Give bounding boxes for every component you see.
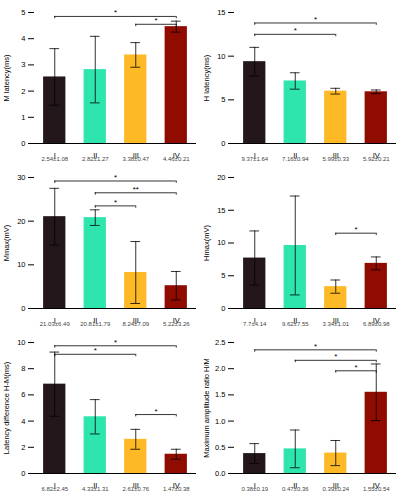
svg-text:Mmax(mV): Mmax(mV)	[2, 224, 11, 261]
svg-text:3.38±0.47: 3.38±0.47	[122, 156, 149, 162]
svg-text:10: 10	[17, 260, 25, 269]
svg-text:5.92±0.21: 5.92±0.21	[363, 156, 390, 162]
svg-text:5: 5	[221, 95, 225, 104]
svg-text:6.82±2.45: 6.82±2.45	[41, 486, 68, 492]
svg-text:5.22±3.26: 5.22±3.26	[163, 321, 190, 327]
svg-text:1: 1	[21, 113, 25, 122]
svg-text:21.03±6.49: 21.03±6.49	[40, 321, 71, 327]
svg-text:*: *	[354, 225, 357, 234]
svg-text:0.5: 0.5	[215, 443, 225, 452]
svg-text:1.55±0.54: 1.55±0.54	[363, 486, 390, 492]
svg-text:*: *	[294, 26, 297, 35]
svg-text:*: *	[94, 346, 97, 355]
svg-text:*: *	[154, 16, 157, 25]
svg-text:*: *	[354, 363, 357, 372]
svg-text:20: 20	[217, 173, 225, 182]
svg-text:10: 10	[17, 338, 25, 347]
svg-text:15: 15	[217, 8, 225, 17]
svg-text:10: 10	[217, 238, 225, 247]
svg-text:5.99±0.33: 5.99±0.33	[322, 156, 349, 162]
svg-text:0: 0	[21, 469, 25, 478]
svg-text:2: 2	[21, 443, 25, 452]
svg-text:7.16±0.94: 7.16±0.94	[282, 156, 309, 162]
svg-text:1.47±0.38: 1.47±0.38	[163, 486, 190, 492]
svg-text:9.37±1.64: 9.37±1.64	[241, 156, 268, 162]
svg-text:5: 5	[21, 8, 25, 17]
svg-text:6: 6	[21, 390, 25, 399]
svg-text:*: *	[114, 198, 117, 207]
svg-text:*: *	[314, 15, 317, 24]
svg-text:0: 0	[21, 304, 25, 313]
svg-text:2.82±1.27: 2.82±1.27	[82, 156, 109, 162]
svg-text:0.0: 0.0	[215, 469, 225, 478]
svg-text:20: 20	[17, 217, 25, 226]
svg-text:0.38±0.19: 0.38±0.19	[241, 486, 268, 492]
svg-text:0: 0	[221, 304, 225, 313]
svg-text:9.62±7.55: 9.62±7.55	[282, 321, 309, 327]
svg-text:*: *	[334, 352, 337, 361]
svg-text:4: 4	[21, 417, 25, 426]
svg-text:3: 3	[21, 60, 25, 69]
svg-text:*: *	[114, 8, 117, 17]
svg-text:4.33±1.31: 4.33±1.31	[82, 486, 109, 492]
svg-text:4: 4	[21, 34, 25, 43]
svg-text:3.34±1.01: 3.34±1.01	[322, 321, 349, 327]
svg-text:Latency difference H-M(ms): Latency difference H-M(ms)	[2, 361, 11, 454]
svg-text:**: **	[133, 185, 139, 194]
svg-text:4.46±0.21: 4.46±0.21	[163, 156, 190, 162]
svg-text:6.89±0.98: 6.89±0.98	[363, 321, 390, 327]
svg-text:H latency(ms): H latency(ms)	[202, 54, 211, 101]
svg-text:2.54±1.08: 2.54±1.08	[41, 156, 68, 162]
svg-text:*: *	[314, 342, 317, 351]
svg-text:0.47±0.36: 0.47±0.36	[282, 486, 309, 492]
svg-text:*: *	[114, 338, 117, 347]
svg-text:1.5: 1.5	[215, 390, 225, 399]
svg-text:5: 5	[221, 271, 225, 280]
svg-text:0: 0	[21, 139, 25, 148]
svg-text:10: 10	[217, 52, 225, 61]
svg-text:2.61±0.76: 2.61±0.76	[122, 486, 149, 492]
svg-text:*: *	[154, 407, 157, 416]
svg-text:Maximum amplitude ratio H/M: Maximum amplitude ratio H/M	[202, 358, 211, 458]
svg-text:7.7±4.14: 7.7±4.14	[243, 321, 267, 327]
svg-text:0: 0	[221, 139, 225, 148]
svg-text:*: *	[114, 173, 117, 182]
svg-text:15: 15	[217, 206, 225, 215]
svg-text:8.24±7.09: 8.24±7.09	[122, 321, 149, 327]
svg-text:Hmax(mV): Hmax(mV)	[202, 225, 211, 261]
svg-text:30: 30	[17, 173, 25, 182]
svg-text:2: 2	[21, 87, 25, 96]
svg-text:0.39±0.24: 0.39±0.24	[322, 486, 349, 492]
svg-text:20.81±1.79: 20.81±1.79	[80, 321, 111, 327]
svg-text:2.0: 2.0	[215, 364, 225, 373]
svg-text:M latency(ms): M latency(ms)	[2, 54, 11, 102]
svg-text:2.5: 2.5	[215, 338, 225, 347]
svg-text:1.0: 1.0	[215, 417, 225, 426]
svg-text:8: 8	[21, 364, 25, 373]
